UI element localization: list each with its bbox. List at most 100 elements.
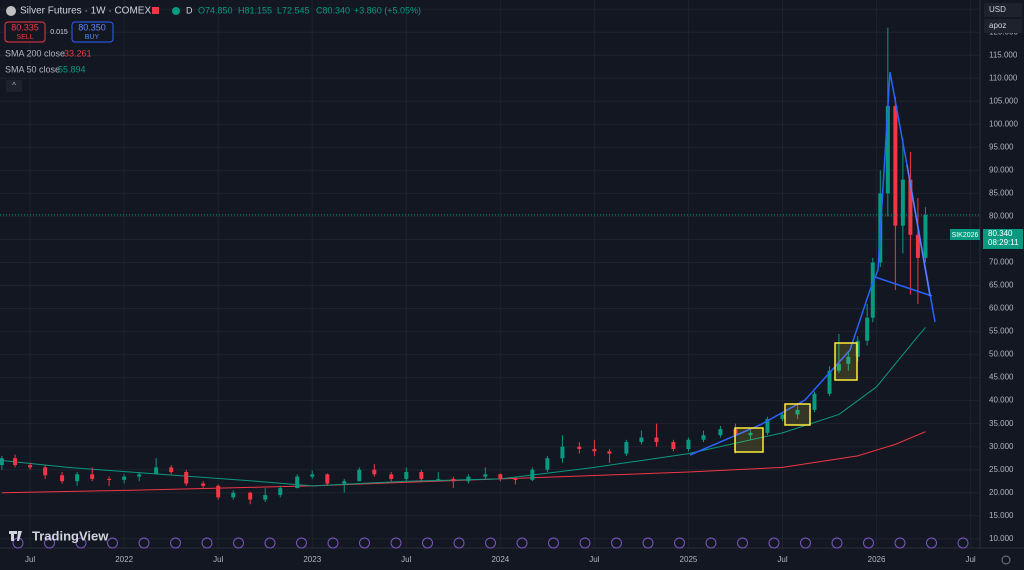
candle-body bbox=[836, 363, 841, 371]
candle-body bbox=[231, 492, 236, 498]
candle-body bbox=[483, 474, 488, 477]
candle-body bbox=[389, 474, 394, 479]
y-tick-label: 15.000 bbox=[989, 511, 1014, 520]
event-icon bbox=[44, 537, 55, 549]
candle-body bbox=[436, 478, 441, 480]
event-icon bbox=[579, 537, 591, 549]
event-icon bbox=[201, 537, 213, 549]
currency-select[interactable] bbox=[984, 3, 1022, 17]
event-icon bbox=[327, 537, 339, 549]
candle-body bbox=[900, 179, 905, 226]
buy-label[interactable]: BUY bbox=[85, 34, 100, 41]
event-icon bbox=[296, 537, 307, 549]
candle-body bbox=[216, 485, 221, 498]
event-icon bbox=[485, 537, 496, 549]
buy-button[interactable] bbox=[71, 21, 114, 43]
change: +3.860 (+5.05%) bbox=[354, 5, 421, 15]
candle-body bbox=[310, 474, 315, 477]
y-tick-label: 105.000 bbox=[989, 96, 1018, 105]
sma-line bbox=[1, 431, 926, 494]
candle-body bbox=[795, 409, 800, 415]
y-tick-label: 20.000 bbox=[989, 488, 1014, 497]
logo-text: TradingView bbox=[32, 528, 109, 543]
candle-body bbox=[780, 414, 785, 420]
candle-body bbox=[122, 476, 127, 480]
candle-body bbox=[639, 437, 644, 443]
candle-body bbox=[545, 458, 550, 470]
y-tick-label: 65.000 bbox=[989, 281, 1014, 290]
candle-body bbox=[43, 467, 48, 476]
x-tick-label: Jul bbox=[213, 555, 223, 564]
event-icon bbox=[926, 537, 937, 549]
candle-body bbox=[718, 429, 723, 436]
y-tick-label: 80.000 bbox=[989, 212, 1014, 221]
event-icon bbox=[957, 537, 969, 549]
currency[interactable]: USD bbox=[989, 5, 1006, 14]
x-tick-label: 2024 bbox=[491, 555, 509, 564]
candle-body bbox=[915, 234, 920, 258]
candle-body bbox=[372, 469, 377, 475]
collapse-icon[interactable]: ^ bbox=[12, 81, 16, 90]
session: D bbox=[186, 5, 193, 15]
candle-body bbox=[466, 476, 471, 482]
candle-body bbox=[357, 469, 362, 482]
event-icon bbox=[642, 537, 654, 549]
x-tick-label: Jul bbox=[777, 555, 787, 564]
event-icon bbox=[800, 537, 811, 549]
settings[interactable] bbox=[1001, 555, 1011, 565]
symbol-tag bbox=[950, 229, 980, 240]
candle-body bbox=[885, 105, 890, 194]
candle-body bbox=[90, 474, 95, 479]
candle-body bbox=[893, 105, 898, 226]
candle-body bbox=[248, 492, 253, 500]
event-icon bbox=[359, 537, 370, 549]
collapse-button[interactable] bbox=[6, 80, 22, 92]
event-icon bbox=[107, 537, 118, 549]
x-tick-label: Jul bbox=[25, 555, 35, 564]
candle-body bbox=[607, 451, 612, 454]
event-icon bbox=[894, 537, 906, 549]
event-icon bbox=[170, 537, 181, 549]
candle-body bbox=[846, 356, 851, 364]
candle-body bbox=[923, 214, 928, 258]
candle-body bbox=[60, 475, 65, 482]
y-tick-label: 85.000 bbox=[989, 189, 1014, 198]
sma200-name: SMA 200 close bbox=[5, 48, 65, 58]
event-icon bbox=[233, 537, 244, 549]
sell-label[interactable]: SELL bbox=[16, 34, 33, 41]
candle-body bbox=[419, 472, 424, 479]
candle-body bbox=[107, 478, 112, 480]
close: C80.340 bbox=[316, 5, 350, 15]
candle-body bbox=[654, 437, 659, 443]
candle-body bbox=[530, 469, 535, 480]
x-axis: Jul 2022 Jul 2023 Jul 2024 Jul 2025 Jul 2026 Jul bbox=[25, 555, 976, 564]
candle-body bbox=[560, 446, 565, 459]
candle-body bbox=[295, 476, 300, 489]
scale-select[interactable] bbox=[984, 19, 1022, 33]
event-icon bbox=[705, 537, 717, 549]
candle-body bbox=[404, 472, 409, 479]
x-tick-label: Jul bbox=[589, 555, 599, 564]
buy-price[interactable]: 80.350 bbox=[78, 22, 106, 32]
y-tick-label: 70.000 bbox=[989, 258, 1014, 267]
event-icon bbox=[611, 537, 622, 549]
event-icon bbox=[548, 537, 559, 549]
sell-button[interactable] bbox=[4, 21, 46, 43]
x-tick-label: 2026 bbox=[868, 555, 886, 564]
event-icon bbox=[422, 537, 433, 549]
tag-time: 08:29:11 bbox=[988, 238, 1019, 247]
low: L72.545 bbox=[277, 5, 310, 15]
candle-body bbox=[765, 419, 770, 433]
status-dot bbox=[172, 7, 180, 15]
sell-price[interactable]: 80.335 bbox=[11, 22, 39, 32]
sma50-value: 55.894 bbox=[58, 64, 86, 74]
box bbox=[834, 342, 858, 381]
spread: 0.015 bbox=[50, 29, 68, 36]
scale[interactable]: apoz bbox=[989, 21, 1006, 30]
candle-body bbox=[671, 442, 676, 449]
y-tick-label: 115.000 bbox=[989, 50, 1018, 59]
drawings bbox=[689, 71, 936, 456]
y-tick-label: 50.000 bbox=[989, 350, 1014, 359]
event-icon bbox=[264, 537, 276, 549]
